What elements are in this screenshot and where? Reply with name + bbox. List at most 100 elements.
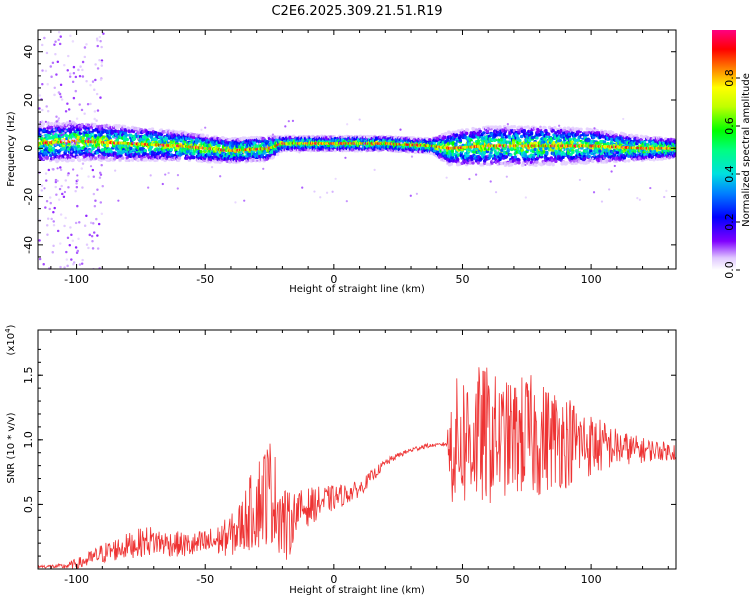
spectrogram-cell — [535, 136, 539, 140]
spectrogram-cell — [587, 154, 591, 159]
spectrogram-cell — [95, 151, 100, 155]
spectrogram-cell — [157, 151, 161, 155]
spectrogram-cell — [478, 129, 482, 134]
spectrogram-cell — [77, 158, 82, 163]
spectrogram-cell — [71, 127, 75, 131]
spectrogram-cell — [85, 133, 90, 138]
spectrogram-cell — [205, 134, 210, 138]
spectrogram-cell — [101, 130, 105, 134]
spectrogram-heatmap — [38, 31, 676, 269]
spectrogram-cell — [135, 155, 139, 159]
spectrogram-cell — [130, 158, 135, 162]
spectrogram-cell — [217, 143, 221, 148]
spectrogram-cell — [455, 157, 460, 162]
spectrogram-cell — [105, 130, 110, 134]
spectrogram-cell — [192, 155, 196, 160]
spectrogram-cell — [112, 157, 117, 161]
spectrogram-cell — [143, 149, 147, 153]
spectrogram-cell — [165, 137, 169, 142]
spectrogram-cell — [271, 155, 275, 159]
spectrogram-cell — [517, 161, 521, 165]
spectrogram-cell — [125, 137, 129, 142]
spectrogram-cell — [129, 146, 133, 151]
spectrogram-cell — [102, 135, 106, 139]
spectrogram-cell — [527, 158, 531, 162]
spectrogram-cell — [52, 135, 57, 139]
spectrogram-cell — [179, 138, 183, 142]
spectrogram-cell — [150, 127, 155, 131]
spectrogram-cell — [121, 156, 125, 160]
spectrogram-cell — [455, 133, 459, 137]
chart-title: C2E6.2025.309.21.51.R19 — [271, 4, 442, 19]
spectrogram-cell — [177, 156, 182, 160]
spectrogram-cell — [228, 137, 232, 142]
spectrogram-cell — [49, 122, 54, 126]
spectrogram-cell — [41, 122, 46, 126]
spectrogram-cell — [102, 155, 106, 160]
spectrogram-cell — [76, 144, 81, 149]
spectrogram-cell — [185, 150, 190, 154]
spectrogram-cell — [134, 126, 138, 131]
spectrogram-cell — [167, 157, 172, 162]
spectrogram-cell — [579, 127, 583, 132]
spectrogram-cell — [212, 152, 217, 157]
spectrogram-cell — [169, 147, 174, 152]
spectrogram-cell — [542, 161, 546, 165]
spectrogram-cell — [101, 148, 105, 152]
spectrogram-cell — [49, 125, 54, 130]
spectrogram-cell — [485, 129, 490, 134]
spectrogram-cell — [45, 137, 49, 141]
spectrogram-cell — [94, 156, 98, 160]
spectrogram-cell — [117, 124, 121, 128]
spectrogram-cell — [71, 158, 75, 162]
spectrogram-cell — [221, 136, 226, 140]
spectrogram-cell — [123, 128, 128, 132]
spectrogram-cell — [115, 138, 120, 142]
spectrogram-cell — [471, 161, 475, 165]
spectrogram-cell — [571, 150, 575, 154]
spectrogram-cell — [81, 136, 85, 140]
spectrogram-cell — [591, 159, 595, 163]
spectrogram-cell — [458, 138, 463, 143]
spectrogram-cell — [126, 126, 130, 130]
spectrogram-cell — [86, 124, 91, 128]
spectrogram-cell — [103, 144, 107, 148]
spectrogram-cell — [67, 158, 72, 162]
spectrogram-cell — [131, 148, 136, 152]
spectrogram-cell — [57, 121, 61, 126]
spectrogram-cell — [89, 157, 93, 161]
spectrogram-cell — [51, 146, 56, 151]
spectrogram-cell — [93, 122, 97, 127]
spectrogram-cell — [40, 144, 44, 149]
spectrogram-cell — [519, 134, 524, 139]
spectrogram-cell — [191, 135, 195, 139]
spectrogram-cell — [201, 134, 205, 138]
spectrogram-cell — [42, 128, 47, 133]
spectrogram-cell — [88, 143, 93, 147]
spectrogram-cell — [61, 147, 66, 151]
spectrogram-cell — [68, 130, 73, 134]
spectrogram-cell — [148, 127, 152, 132]
spectrogram-cell — [64, 133, 68, 138]
spectrogram-cell — [105, 143, 110, 148]
spectrogram-cell — [510, 162, 514, 167]
spectrogram-cell — [122, 124, 127, 129]
spectrogram-cell — [266, 140, 270, 144]
spectrogram-cell — [54, 148, 58, 153]
spectrogram-cell — [551, 162, 555, 167]
spectrogram-cell — [72, 145, 76, 149]
spectrogram-cell — [546, 132, 551, 136]
spectrogram-cell — [522, 129, 527, 134]
spectrogram-cell — [47, 133, 51, 138]
spectrogram-cell — [132, 136, 137, 140]
spectrogram-cell — [443, 135, 447, 140]
spectrogram-cell — [76, 128, 80, 132]
spectrogram-cell — [554, 159, 558, 163]
spectrogram-cell — [143, 152, 147, 156]
spectrogram-cell — [169, 140, 174, 144]
spectrogram-cell — [124, 133, 129, 137]
spectrogram-cell — [275, 152, 280, 157]
spectrogram-cell — [49, 136, 54, 140]
spectrogram-cell — [47, 130, 51, 135]
